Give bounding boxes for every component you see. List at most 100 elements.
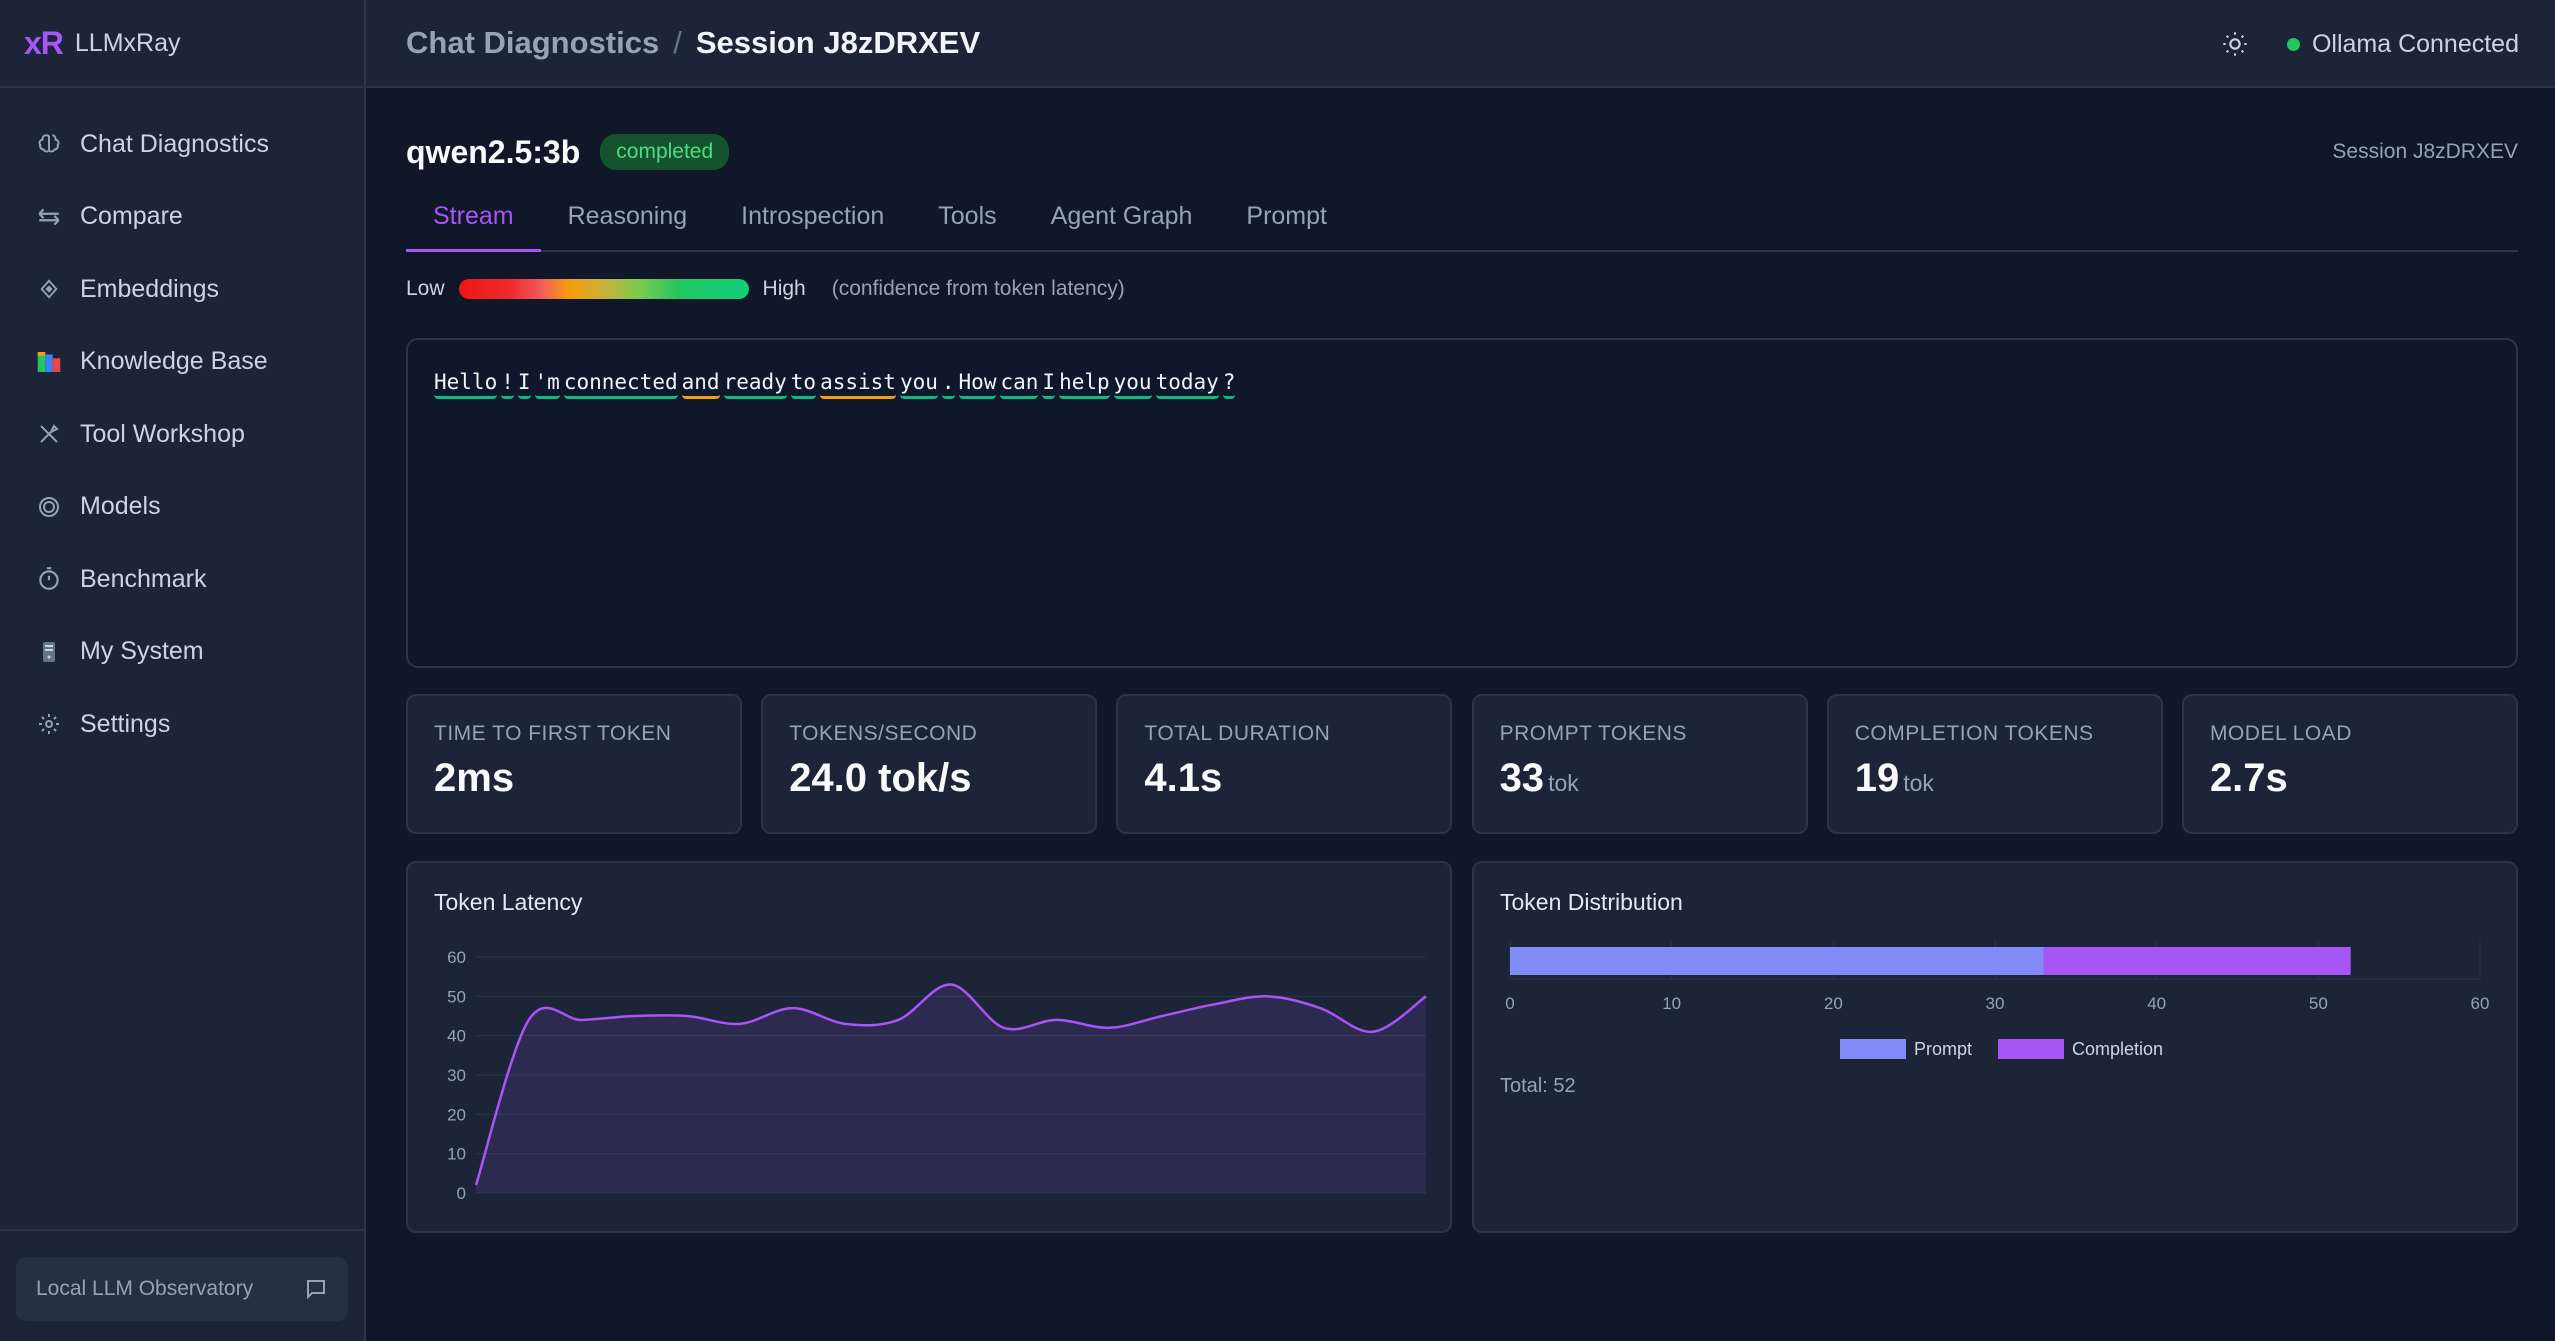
sidebar-item-label: My System <box>80 637 204 665</box>
y-tick-label: 50 <box>447 987 466 1006</box>
stream-token[interactable]: 'm <box>534 370 560 399</box>
total-tokens-label: Total: 52 <box>1500 1075 1576 1097</box>
sidebar-item-settings[interactable]: Settings <box>12 694 352 754</box>
sidebar-item-tool-workshop[interactable]: Tool Workshop <box>12 404 352 464</box>
tab-prompt[interactable]: Prompt <box>1246 202 1327 230</box>
tab-agent-graph[interactable]: Agent Graph <box>1050 202 1193 230</box>
chart-title: Token Distribution <box>1500 889 1683 915</box>
latency-area <box>476 984 1426 1193</box>
chat-bubble-icon[interactable] <box>304 1277 328 1301</box>
bar-completion <box>2043 947 2351 975</box>
stat-label: Time to First Token <box>434 722 672 745</box>
sun-icon[interactable] <box>2221 30 2249 58</box>
stat-completion-tokens: Completion Tokens 19 tok <box>1826 694 2163 834</box>
stat-label: Prompt Tokens <box>1499 722 1687 745</box>
stat-total-duration: Total Duration 4.1s <box>1116 694 1453 834</box>
x-tick-label: 0 <box>1505 994 1514 1013</box>
stream-token[interactable]: can <box>1000 370 1039 399</box>
stream-token[interactable]: connected <box>563 370 678 399</box>
sidebar-item-label: Knowledge Base <box>80 347 268 375</box>
stream-output-box[interactable]: Hello! I'm connected and ready to assist you. Ho… <box>406 338 2518 668</box>
sidebar-item-compare[interactable]: Compare <box>12 187 352 247</box>
legend-label-completion: Completion <box>2072 1039 2163 1059</box>
stream-token[interactable]: I <box>517 370 531 399</box>
tab-bar: Stream Reasoning Introspection Tools Age… <box>406 202 2518 252</box>
stream-token[interactable]: ? <box>1222 370 1236 399</box>
stat-model-load: Model Load 2.7s <box>2181 694 2518 834</box>
stream-token[interactable]: ready <box>723 370 787 399</box>
tab-tools[interactable]: Tools <box>938 202 997 230</box>
sidebar-item-embeddings[interactable]: Embeddings <box>12 259 352 319</box>
arrows-horizontal-icon <box>34 202 64 232</box>
stat-unit: tok <box>1903 770 1934 796</box>
stat-label: Tokens/Second <box>789 722 978 745</box>
computer-icon <box>34 637 64 667</box>
stat-value: 4.1s <box>1144 756 1424 801</box>
stream-token[interactable]: How <box>958 370 997 399</box>
sidebar-item-label: Chat Diagnostics <box>80 129 269 158</box>
stat-unit: tok <box>1548 770 1579 796</box>
brand[interactable]: xR LLMxRay <box>0 0 364 88</box>
stat-number: 33 <box>1499 756 1545 800</box>
x-tick-label: 40 <box>2147 994 2166 1013</box>
sidebar-item-label: Benchmark <box>80 564 207 593</box>
stat-value: 19 tok <box>1855 756 2135 801</box>
stream-token[interactable]: assist <box>820 370 896 399</box>
token-distribution-panel: Token Distribution 0 10 20 30 40 50 60 Prompt Co… <box>1472 861 2518 1233</box>
stream-token[interactable]: you <box>1113 370 1152 399</box>
stream-token[interactable]: today <box>1155 370 1219 399</box>
token-latency-panel: Token Latency 0 10 20 30 40 50 60 <box>406 861 1452 1233</box>
status-badge: completed <box>600 134 730 170</box>
brain-icon <box>34 129 64 159</box>
stream-token[interactable]: and <box>681 370 720 399</box>
stat-prompt-tokens: Prompt Tokens 33 tok <box>1471 694 1808 834</box>
legend-note: (confidence from token latency) <box>831 277 1125 300</box>
stat-value: 24.0 tok/s <box>789 756 1069 801</box>
x-tick-label: 50 <box>2309 994 2328 1013</box>
sidebar-item-label: Embeddings <box>80 274 219 303</box>
latency-line <box>474 983 1427 1186</box>
stats-row: Time to First Token 2ms Tokens/Second 24… <box>406 694 2518 834</box>
stream-token[interactable]: I <box>1042 370 1056 399</box>
sidebar-item-knowledge-base[interactable]: Knowledge Base <box>12 332 352 392</box>
sidebar-item-chat-diagnostics[interactable]: Chat Diagnostics <box>12 114 352 174</box>
tab-stream[interactable]: Stream <box>406 202 541 252</box>
status-dot <box>2286 37 2300 51</box>
stat-value: 2.7s <box>2210 756 2490 801</box>
stat-number: 24.0 tok/s <box>789 756 972 800</box>
bar-prompt <box>1510 947 2044 975</box>
sidebar-item-models[interactable]: Models <box>12 477 352 537</box>
legend-high-label: High <box>762 277 806 300</box>
legend-swatch-completion <box>1998 1039 2064 1059</box>
tab-reasoning[interactable]: Reasoning <box>567 202 688 230</box>
tab-introspection[interactable]: Introspection <box>741 202 885 230</box>
stat-label: Completion Tokens <box>1854 722 2094 745</box>
stream-token[interactable]: help <box>1059 370 1110 399</box>
sidebar-item-label: Tool Workshop <box>80 419 245 448</box>
x-tick-label: 20 <box>1824 994 1843 1013</box>
chart-title: Token Latency <box>434 889 583 915</box>
y-tick-label: 60 <box>447 948 466 967</box>
confidence-legend: Low High (confidence from token latency) <box>406 260 2518 318</box>
stream-token[interactable]: to <box>790 370 817 399</box>
stream-token[interactable]: you <box>899 370 938 399</box>
y-tick-label: 20 <box>447 1105 466 1124</box>
stream-token[interactable]: ! <box>501 370 514 399</box>
stream-token[interactable]: . <box>941 370 955 399</box>
stream-token[interactable]: Hello <box>434 370 498 399</box>
sidebar-item-my-system[interactable]: My System <box>12 622 352 682</box>
stat-value: 33 tok <box>1500 756 1780 801</box>
sidebar-item-benchmark[interactable]: Benchmark <box>12 549 352 609</box>
breadcrumb-root[interactable]: Chat Diagnostics <box>406 25 660 60</box>
sidebar-nav: Chat Diagnostics Compare Embeddings Know… <box>0 88 364 754</box>
token-distribution-chart: 0 10 20 30 40 50 60 Prompt Completion <box>1505 941 2489 1059</box>
stat-number: 19 <box>1854 756 1900 800</box>
stat-number: 4.1s <box>1144 756 1223 800</box>
observatory-pill[interactable]: Local LLM Observatory <box>16 1257 348 1321</box>
x-tick-label: 30 <box>1986 994 2005 1013</box>
stat-ttft: Time to First Token 2ms <box>406 694 742 834</box>
stat-number: 2.7s <box>2209 756 2288 800</box>
legend-low-label: Low <box>406 277 445 300</box>
footer-label: Local LLM Observatory <box>36 1277 254 1300</box>
confidence-gradient-bar <box>458 279 749 299</box>
